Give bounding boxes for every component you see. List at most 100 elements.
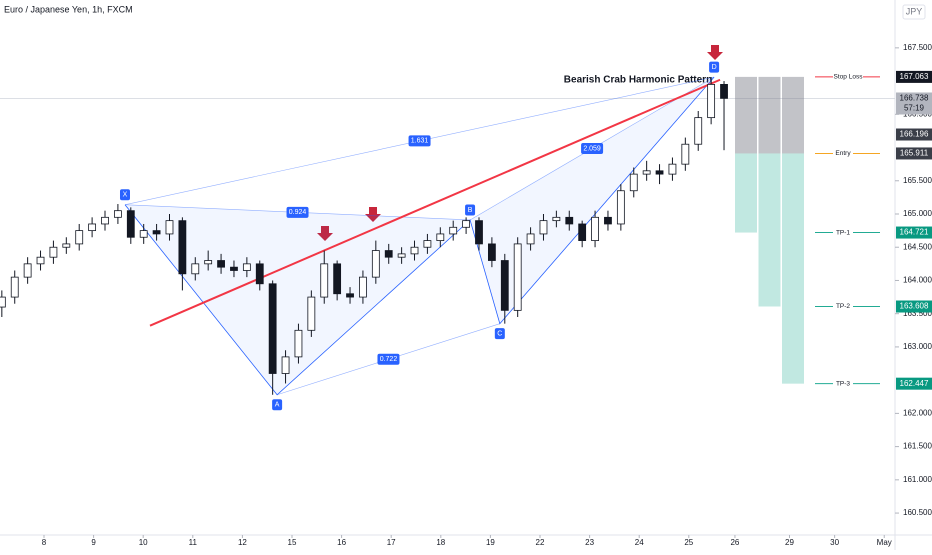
candle-body bbox=[604, 216, 612, 225]
candle-body bbox=[397, 253, 406, 258]
reward-box bbox=[758, 153, 781, 307]
candle-body bbox=[294, 329, 303, 358]
candle-body bbox=[423, 240, 432, 248]
candle-body bbox=[552, 216, 561, 222]
candle-body bbox=[694, 117, 703, 145]
x-tick-label: 16 bbox=[337, 538, 346, 547]
candle-body bbox=[655, 170, 664, 175]
point-label: C bbox=[497, 331, 502, 338]
candle-body bbox=[359, 276, 367, 298]
ratio-label-bg bbox=[377, 353, 400, 365]
level-label: TP-2 bbox=[836, 303, 850, 310]
candle-body bbox=[526, 233, 535, 245]
candle-body bbox=[449, 226, 458, 235]
level-label-bg bbox=[833, 149, 853, 158]
arrow bbox=[365, 207, 381, 222]
candle-body bbox=[178, 220, 187, 275]
point-label: X bbox=[123, 192, 128, 199]
candle-body bbox=[487, 243, 496, 261]
ratio-label: 0.722 bbox=[380, 356, 398, 363]
x-tick-label: 25 bbox=[684, 538, 693, 547]
x-tick-label: 15 bbox=[288, 538, 297, 547]
x-tick-label: 30 bbox=[830, 538, 839, 547]
candle-body bbox=[268, 283, 277, 374]
candle-body bbox=[475, 220, 483, 245]
last-price-badge: 166.738 bbox=[900, 94, 929, 103]
x-tick-label: May bbox=[877, 538, 892, 547]
level-badge-bg bbox=[896, 70, 932, 83]
candle-body bbox=[371, 250, 380, 278]
candle-body bbox=[565, 216, 574, 225]
point-label: A bbox=[275, 402, 280, 409]
reward-box bbox=[735, 153, 757, 233]
candle-body bbox=[346, 293, 354, 298]
ratio-label: 1.631 bbox=[411, 138, 429, 145]
candle-body bbox=[101, 216, 109, 225]
level-label-bg bbox=[833, 379, 853, 388]
candle-body bbox=[75, 230, 84, 245]
candle-body bbox=[668, 163, 677, 175]
level-label: Stop Loss bbox=[834, 74, 864, 81]
candle-body bbox=[126, 210, 135, 238]
y-tick-label: 164.500 bbox=[903, 242, 932, 251]
y-tick-label: 167.500 bbox=[903, 43, 932, 52]
countdown: 57:19 bbox=[904, 104, 925, 113]
candle-body bbox=[152, 230, 161, 235]
y-tick-label: 163.500 bbox=[903, 309, 932, 318]
level-badge-bg bbox=[896, 300, 932, 313]
candle-body bbox=[114, 210, 122, 218]
ratio-label-bg bbox=[286, 206, 309, 218]
point-label-bg bbox=[709, 61, 720, 73]
pattern-fill bbox=[124, 204, 471, 395]
risk-box bbox=[782, 76, 804, 154]
candle-body bbox=[513, 243, 522, 311]
level-badge: 167.063 bbox=[900, 72, 929, 81]
x-tick-label: 18 bbox=[436, 538, 445, 547]
y-tick-label: 161.500 bbox=[903, 442, 932, 451]
candle-body bbox=[281, 356, 290, 374]
level-badge: 165.911 bbox=[900, 149, 929, 158]
candle-body bbox=[462, 220, 471, 228]
candle-body bbox=[384, 250, 393, 258]
ratio-label-bg bbox=[408, 135, 431, 147]
level-label-bg bbox=[833, 72, 863, 81]
arrow bbox=[707, 45, 723, 60]
currency: JPY bbox=[906, 6, 923, 16]
candle-body bbox=[88, 223, 97, 232]
ratio-label: 2.059 bbox=[583, 145, 601, 152]
candle-body bbox=[333, 263, 342, 295]
marker-badge: 166.196 bbox=[900, 130, 929, 139]
point-label-bg bbox=[494, 328, 505, 340]
candle-body bbox=[629, 173, 638, 192]
candle-body bbox=[10, 276, 19, 298]
ratio-label-bg bbox=[581, 143, 604, 155]
candle-body bbox=[539, 220, 548, 235]
level-label: Entry bbox=[835, 150, 851, 157]
candle-body bbox=[139, 230, 148, 238]
candle-body bbox=[578, 223, 587, 241]
x-tick-label: 19 bbox=[486, 538, 495, 547]
candle-body bbox=[36, 256, 45, 265]
x-tick-label: 11 bbox=[189, 538, 198, 547]
point-label-bg bbox=[272, 399, 283, 411]
level-label-bg bbox=[833, 302, 853, 311]
candle-body bbox=[204, 260, 213, 265]
currency-box[interactable] bbox=[902, 4, 926, 20]
candle-body bbox=[49, 246, 58, 258]
arrows bbox=[317, 45, 723, 241]
x-tick-label: 26 bbox=[730, 538, 739, 547]
y-tick-label: 165.000 bbox=[903, 209, 932, 218]
candle-body bbox=[307, 296, 316, 331]
x-tick-label: 24 bbox=[635, 538, 644, 547]
last-price-badge-bg bbox=[896, 92, 932, 115]
candle-body bbox=[62, 243, 71, 248]
point-label-bg bbox=[465, 204, 476, 216]
candle-body bbox=[217, 260, 225, 268]
candle-body bbox=[410, 246, 419, 255]
ratio-label: 0.924 bbox=[289, 209, 307, 216]
point-label: D bbox=[712, 64, 717, 71]
header: Euro / Japanese Yen, 1h, FXCM bbox=[4, 4, 133, 14]
candle-body bbox=[616, 190, 625, 225]
